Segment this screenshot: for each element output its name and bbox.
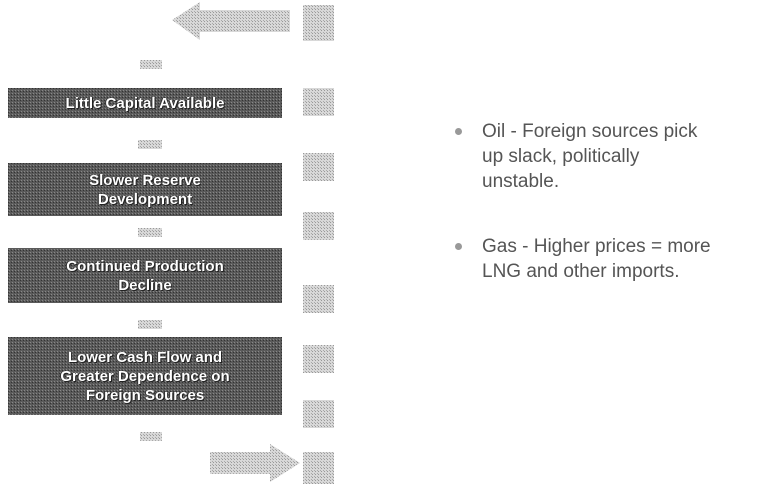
box: Lower Cash Flow and Greater Dependence on… [8,337,282,415]
box-text: Little Capital Available [65,94,225,112]
bullet-line: Oil - Foreign sources pick [482,121,698,142]
bottom-arrow [210,444,300,482]
right-column [303,5,334,484]
connectors [138,60,162,441]
box-text: Greater Dependence on [60,367,230,385]
bullet-line: up slack, politically [482,146,640,167]
box-text: Foreign Sources [85,386,205,404]
box-text: Development [97,190,193,208]
bullet-dot [455,243,462,250]
box: Little Capital Available [8,88,282,118]
box-text: Decline [118,276,172,294]
box: Slower Reserve Development [8,163,282,216]
bullet-dot [455,128,462,135]
top-arrow [172,2,290,40]
boxes [8,88,282,415]
bullet-line: LNG and other imports. [482,261,680,282]
box-text: Lower Cash Flow and [67,348,223,366]
bullet-line: Gas - Higher prices = more [482,236,711,257]
flow-arrows [172,2,300,482]
box-text: Continued Production [66,257,224,275]
bullet: Oil - Foreign sources pick up slack, poli… [482,119,697,194]
box: Continued Production Decline [8,248,282,303]
bullet: Gas - Higher prices = more LNG and other … [482,234,711,284]
bullet-line: unstable. [482,171,560,192]
box-text: Slower Reserve [89,171,201,189]
